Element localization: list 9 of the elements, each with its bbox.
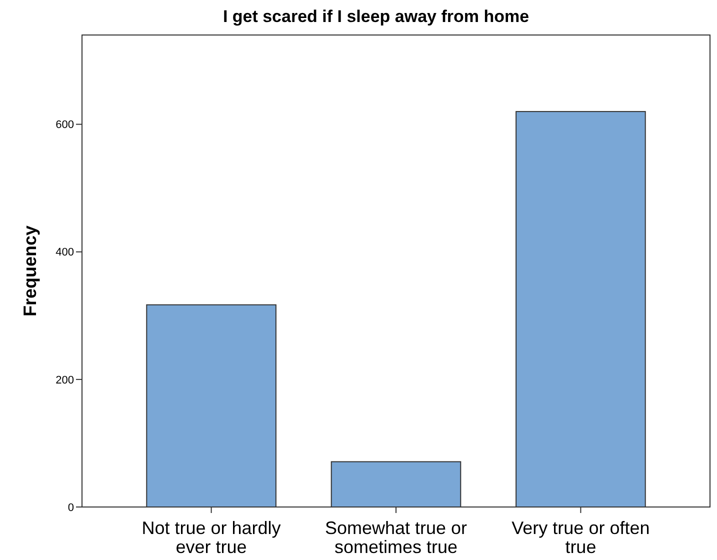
y-axis-title: Frequency bbox=[20, 225, 40, 317]
x-tick-label: Not true or hardly ever true bbox=[142, 518, 281, 557]
y-tick-label: 400 bbox=[56, 246, 74, 259]
y-tick-label: 600 bbox=[56, 119, 74, 132]
y-tick-label: 200 bbox=[56, 374, 74, 386]
y-tick-label: 0 bbox=[68, 502, 74, 514]
x-tick-label: Somewhat true or sometimes true bbox=[324, 518, 468, 557]
x-tick-label: Very true or often true bbox=[512, 518, 650, 557]
chart-title: I get scared if I sleep away from home bbox=[222, 7, 530, 26]
